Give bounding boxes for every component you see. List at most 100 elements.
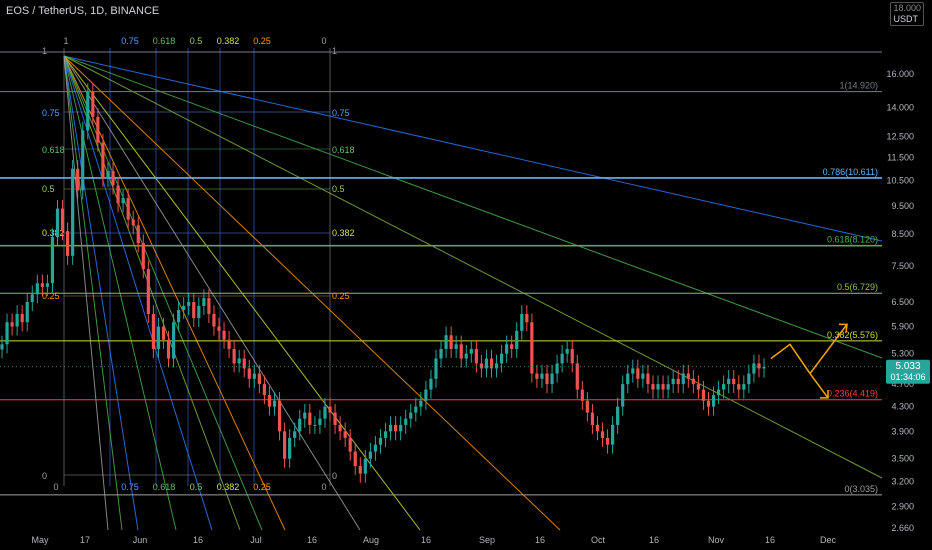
candlestick-series [0, 83, 882, 483]
candle-body [232, 348, 236, 364]
candle-body [444, 335, 448, 349]
time-tick-label: Jun [133, 535, 148, 545]
time-tick-label: 17 [80, 535, 90, 545]
candle-body [580, 389, 584, 401]
candle-body [293, 431, 297, 438]
projection-arrow [770, 323, 848, 399]
candle-body [288, 437, 292, 459]
candle-body [394, 424, 398, 432]
candle-body [716, 389, 721, 396]
price-tick-label: 5.300 [891, 349, 914, 359]
candle-body [605, 437, 610, 445]
price-badge-box [886, 359, 930, 384]
candle-body [651, 384, 655, 390]
candle-body [388, 424, 393, 432]
candle-body [424, 389, 428, 401]
grid-top-label: 0.25 [253, 36, 271, 46]
fan-line [63, 55, 883, 242]
candle-body [76, 168, 80, 191]
candle-body [484, 358, 489, 369]
candle-body [681, 373, 685, 385]
price-tick-label: 5.900 [891, 322, 914, 332]
candle-body [40, 283, 44, 287]
grid-side-label-left: 0 [42, 471, 47, 481]
price-badge-value: 5.033 [895, 361, 920, 372]
candle-body [338, 424, 342, 432]
candle-body [348, 437, 352, 452]
fib-level-label: 0(3.035) [844, 484, 878, 494]
candle-body [520, 313, 524, 331]
time-tick-label: May [31, 535, 49, 545]
candle-body [353, 451, 357, 467]
currency-code: USDT [893, 14, 918, 24]
candle-body [752, 363, 756, 374]
fib-retracement-levels: 1(14.920) 0.786(10.611) 0.618(8.120) 0.5(6.… [0, 81, 882, 496]
candle-body [298, 418, 302, 432]
currency-top-tick: 18.000 [893, 3, 921, 13]
candle-body [111, 171, 115, 186]
time-axis[interactable]: May 17 Jun 16 Jul 16 Aug 16 Sep 16 Oct 16 Nov 16 Dec [31, 535, 836, 545]
projection-zigzag [770, 343, 811, 374]
candle-body [621, 384, 625, 407]
grid-top-label: 1 [63, 36, 68, 46]
candle-body [5, 322, 9, 345]
candle-body [656, 384, 660, 390]
candle-body [15, 313, 19, 327]
candle-body [419, 400, 423, 407]
time-tick-label: Sep [479, 535, 495, 545]
fan-line [63, 55, 883, 359]
grid-side-label-left: 0.75 [42, 108, 60, 118]
candle-body [570, 348, 574, 364]
candle-body [343, 431, 347, 438]
time-tick-label: 16 [765, 535, 775, 545]
candle-body [479, 363, 484, 369]
candle-body [459, 344, 463, 359]
grid-bottom-label: 0.382 [217, 482, 240, 492]
candle-body [550, 373, 554, 385]
candle-body [267, 395, 272, 407]
candle-body [227, 339, 231, 349]
candle-body [474, 348, 478, 364]
candle-body [378, 437, 383, 445]
time-tick-label: 16 [421, 535, 431, 545]
gann-fan-lines [0, 51, 883, 531]
candle-body [686, 373, 690, 379]
grid-bottom-label: 0 [321, 482, 326, 492]
candle-body [237, 358, 241, 364]
grid-side-label-right: 0 [332, 471, 337, 481]
candle-body [540, 373, 544, 379]
grid-side-label-left: 0.25 [42, 291, 60, 301]
price-tick-label: 2.900 [891, 501, 914, 511]
candle-body [71, 168, 75, 256]
price-axis[interactable]: 16.000 14.000 12.500 11.500 10.500 9.500 8.500… [884, 0, 932, 550]
candle-body [96, 116, 100, 143]
candle-body [166, 339, 171, 359]
candle-body [631, 368, 635, 374]
time-tick-label: 16 [649, 535, 659, 545]
time-tick-label: Dec [820, 535, 837, 545]
candle-body [494, 363, 499, 369]
candle-body [171, 322, 176, 359]
candle-body [126, 198, 130, 220]
candle-body [116, 185, 120, 204]
candle-body [277, 400, 282, 432]
time-tick-label: Oct [591, 535, 606, 545]
candle-body [282, 431, 287, 459]
price-tick-label: 16.000 [886, 69, 914, 79]
grid-bottom-label: 0.25 [253, 482, 271, 492]
candle-body [706, 400, 711, 407]
candle-body [20, 313, 24, 323]
candle-body [600, 431, 605, 438]
candle-body [161, 326, 166, 340]
time-tick-label: 16 [193, 535, 203, 545]
candle-body [449, 335, 453, 349]
candle-body [252, 373, 256, 379]
price-tick-label: 7.500 [891, 261, 914, 271]
price-tick-label: 11.500 [887, 153, 914, 163]
symbol-title[interactable]: EOS / TetherUS, 1D, BINANCE [6, 5, 160, 17]
candle-body [701, 389, 706, 401]
candle-body [50, 237, 55, 284]
currency-label[interactable]: 18.000 USDT [890, 2, 924, 26]
fib-level-label: 0.382(5.576) [827, 330, 878, 340]
